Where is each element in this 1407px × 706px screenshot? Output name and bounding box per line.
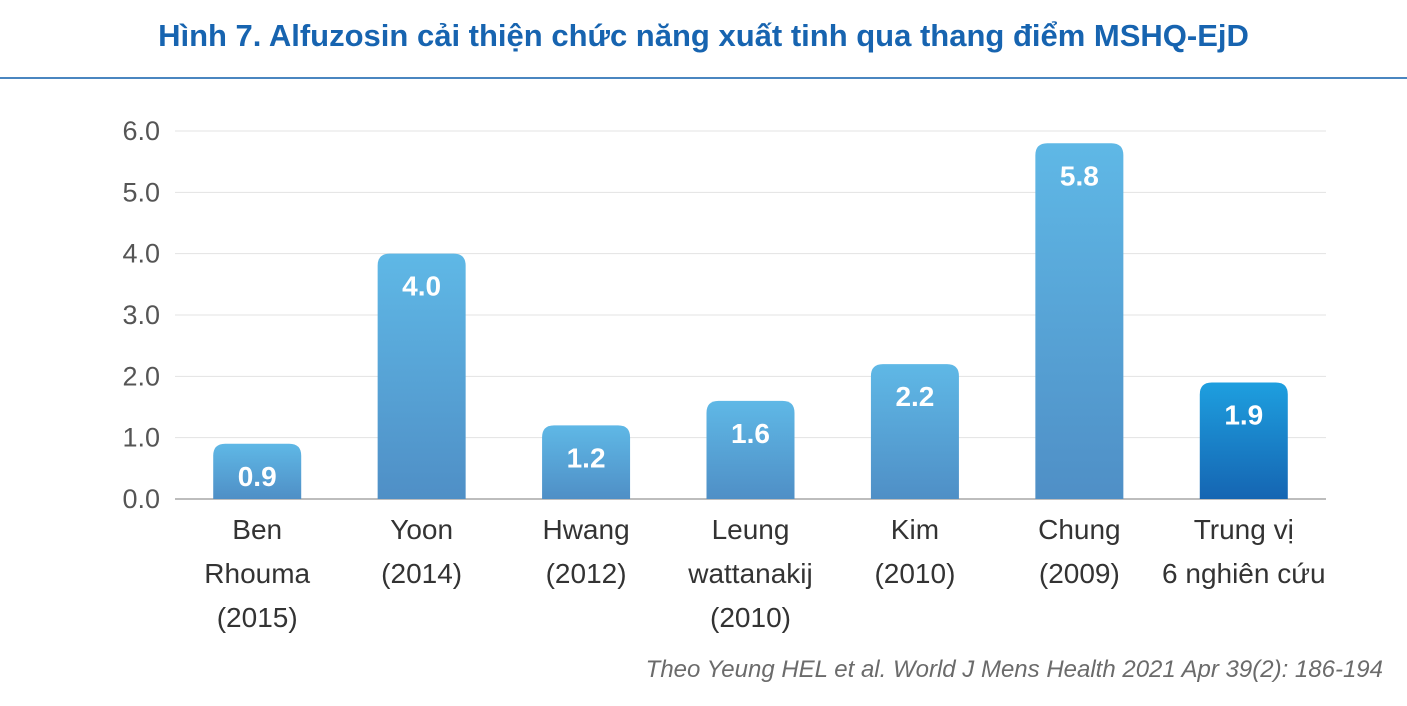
x-category-label: Leung	[712, 514, 790, 545]
bar	[1035, 143, 1124, 499]
title-divider	[0, 77, 1407, 79]
bar	[542, 425, 631, 499]
y-tick-label: 6.0	[122, 116, 160, 146]
y-tick-label: 1.0	[122, 423, 160, 453]
x-category-label: Hwang	[542, 514, 629, 545]
x-category-label: Trung vị	[1194, 514, 1294, 545]
bar	[1199, 382, 1288, 499]
y-tick-label: 3.0	[122, 300, 160, 330]
y-tick-label: 4.0	[122, 239, 160, 269]
data-label: 4.0	[402, 271, 441, 302]
bar	[706, 400, 795, 499]
labels: 0.0 1.0 2.0 3.0 4.0 5.0 6.0 0.9 Ben Rhouma (2015) 4…	[122, 116, 1325, 633]
data-label: 0.9	[238, 461, 277, 492]
y-tick-label: 2.0	[122, 361, 160, 391]
bar	[213, 443, 302, 499]
x-category-label: Rhouma	[204, 558, 310, 589]
x-category-label: Yoon	[390, 514, 453, 545]
x-category-label: (2010)	[710, 602, 791, 633]
x-category-label: (2010)	[874, 558, 955, 589]
x-category-label: wattanakij	[687, 558, 813, 589]
y-tick-label: 5.0	[122, 177, 160, 207]
x-category-label: (2014)	[381, 558, 462, 589]
source-citation: Theo Yeung HEL et al. World J Mens Healt…	[645, 656, 1383, 683]
x-category-label: (2009)	[1039, 558, 1120, 589]
x-category-label: Kim	[891, 514, 939, 545]
x-category-label: Ben	[232, 514, 282, 545]
data-label: 5.8	[1060, 160, 1099, 191]
data-label: 1.2	[567, 442, 606, 473]
x-category-label: (2012)	[546, 558, 627, 589]
chart-title: Hình 7. Alfuzosin cải thiện chức năng xu…	[158, 18, 1249, 53]
y-tick-label: 0.0	[122, 484, 160, 514]
data-label: 1.9	[1224, 399, 1263, 430]
x-category-label: Chung	[1038, 514, 1121, 545]
bar	[377, 253, 466, 499]
data-label: 1.6	[731, 418, 770, 449]
bar	[870, 364, 959, 499]
x-category-label: (2015)	[217, 602, 298, 633]
data-label: 2.2	[895, 381, 934, 412]
bars	[213, 143, 1288, 499]
x-category-label: 6 nghiên cứu	[1162, 558, 1326, 589]
